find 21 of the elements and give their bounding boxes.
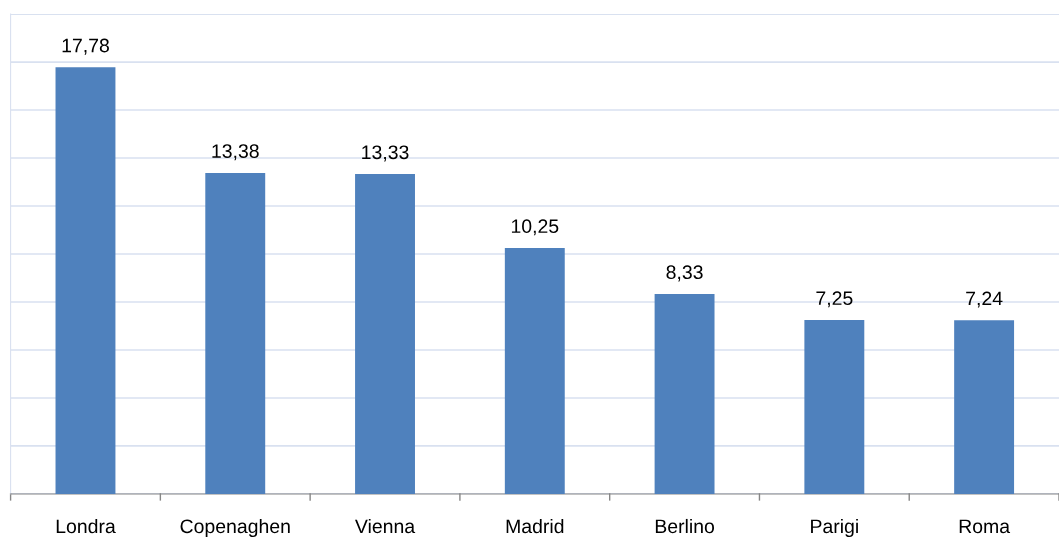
bar — [55, 67, 116, 494]
data-label: 13,38 — [212, 144, 259, 161]
data-label: 10,25 — [511, 219, 559, 236]
x-tick-label: Parigi — [811, 518, 858, 538]
x-tick-label: Copenaghen — [180, 518, 290, 538]
data-label: 17,78 — [62, 38, 109, 55]
x-tick-label: Madrid — [506, 518, 564, 534]
bar — [654, 294, 715, 494]
data-label: 8,33 — [666, 265, 703, 282]
bar — [205, 172, 266, 494]
data-label: 7,25 — [816, 291, 853, 308]
bar — [355, 174, 415, 494]
x-tick-label: Vienna — [355, 518, 416, 534]
bar — [804, 319, 865, 494]
bar — [954, 320, 1015, 494]
x-tick-label: Roma — [959, 519, 1011, 534]
x-tick-label: Berlino — [655, 518, 715, 534]
data-label: 13,33 — [362, 145, 409, 162]
bar — [504, 248, 565, 494]
x-tick-label: Londra — [56, 518, 116, 534]
data-label: 7,24 — [966, 291, 1003, 308]
